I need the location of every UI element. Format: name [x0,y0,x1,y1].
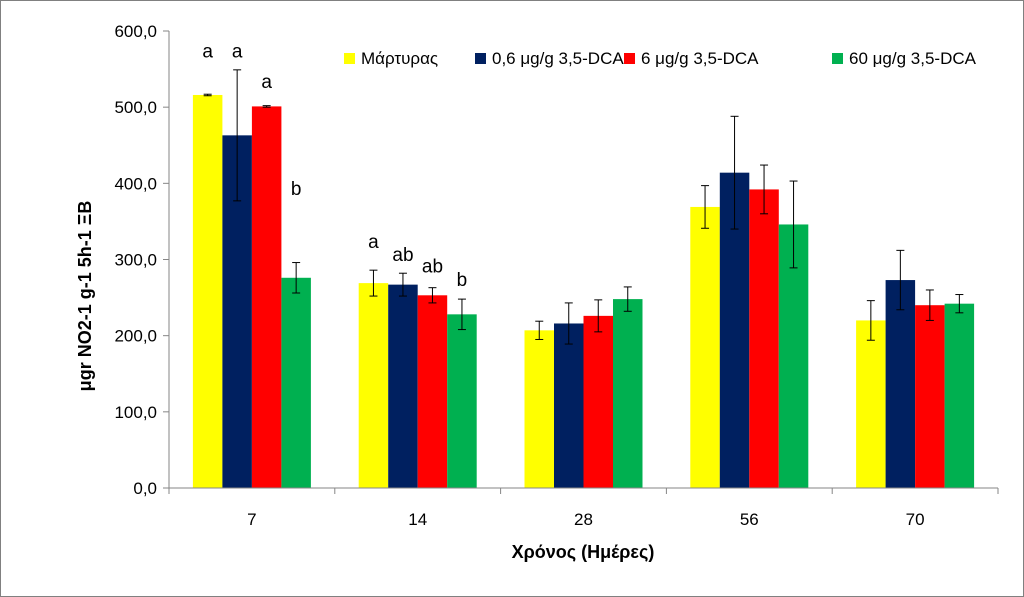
legend-label: Μάρτυρας [361,49,438,68]
bar [192,94,223,488]
legend-swatch [344,53,355,64]
significance-letter: a [232,42,243,63]
significance-letter: b [291,179,302,200]
legend-swatch [475,53,486,64]
y-tick-label: 500,0 [114,98,157,117]
y-tick-label: 300,0 [114,251,157,270]
y-tick-label: 100,0 [114,403,157,422]
error-bar [896,249,905,311]
bar [447,314,477,488]
bar [749,189,779,488]
error-bar [730,115,739,230]
error-bar [203,93,212,97]
legend-entry: 60 μg/g 3,5-DCA [832,49,977,68]
significance-letter: a [202,42,213,63]
bar [554,323,584,488]
legend-label: 0,6 μg/g 3,5-DCA [492,49,624,68]
legend-entry: 0,6 μg/g 3,5-DCA [475,49,624,68]
y-axis-title: μgr NO2-1 g-1 5h-1 ΞΒ [75,201,95,392]
error-bar [925,289,934,321]
error-bar [623,286,632,312]
significance-letter: ab [392,245,413,266]
bar [944,303,975,488]
x-tick-label: 56 [740,510,759,529]
bar [388,284,418,488]
error-bar [292,262,301,294]
significance-letter: a [261,72,272,93]
error-bar [369,269,378,297]
y-tick-label: 400,0 [114,174,157,193]
bar [524,330,554,488]
error-bars [203,69,964,345]
significance-letter: b [457,270,468,291]
x-axis-title: Χρόνος (Ημέρες) [512,542,655,562]
error-bar [760,164,769,215]
error-bar [866,300,875,341]
y-tick-label: 200,0 [114,327,157,346]
bar [358,283,389,488]
error-bar [262,105,271,108]
error-bar [594,299,603,333]
bar [613,299,643,488]
bar [583,315,613,488]
error-bar [398,272,407,297]
y-tick-label: 0,0 [133,479,157,498]
bar [778,224,809,489]
x-tick-label: 14 [408,510,427,529]
significance-letter: a [368,232,379,253]
bar [915,305,945,488]
bar [251,106,282,488]
bar [281,277,311,488]
legend-entry: 6 μg/g 3,5-DCA [624,49,759,68]
legend-label: 60 μg/g 3,5-DCA [849,49,977,68]
error-bar [564,302,573,345]
legend-swatch [832,53,843,64]
y-axis-ticks: 0,0 100,0 200,0 300,0 400,0 500,0 600,0 [114,22,169,498]
x-tick-label: 7 [247,510,256,529]
bar [856,320,886,488]
y-tick-label: 600,0 [114,22,157,41]
error-bar [428,287,437,304]
legend-label: 6 μg/g 3,5-DCA [641,49,759,68]
x-tick-label: 28 [574,510,593,529]
significance-letter: ab [422,256,443,277]
axes: 7 14 28 56 70 [168,31,999,529]
error-bar [457,298,466,331]
x-tick-label: 70 [906,510,925,529]
bar [885,280,916,488]
bar [690,206,720,488]
error-bar [789,180,798,269]
error-bar [535,320,544,340]
legend-entry: Μάρτυρας [344,49,438,68]
error-bar [701,185,710,229]
error-bar [233,69,242,202]
bar [417,295,448,488]
bars [192,94,975,489]
legend-swatch [624,53,635,64]
legend: Μάρτυρας 0,6 μg/g 3,5-DCA 6 μg/g 3,5-DCA 60… [344,49,977,68]
error-bar [955,294,964,314]
